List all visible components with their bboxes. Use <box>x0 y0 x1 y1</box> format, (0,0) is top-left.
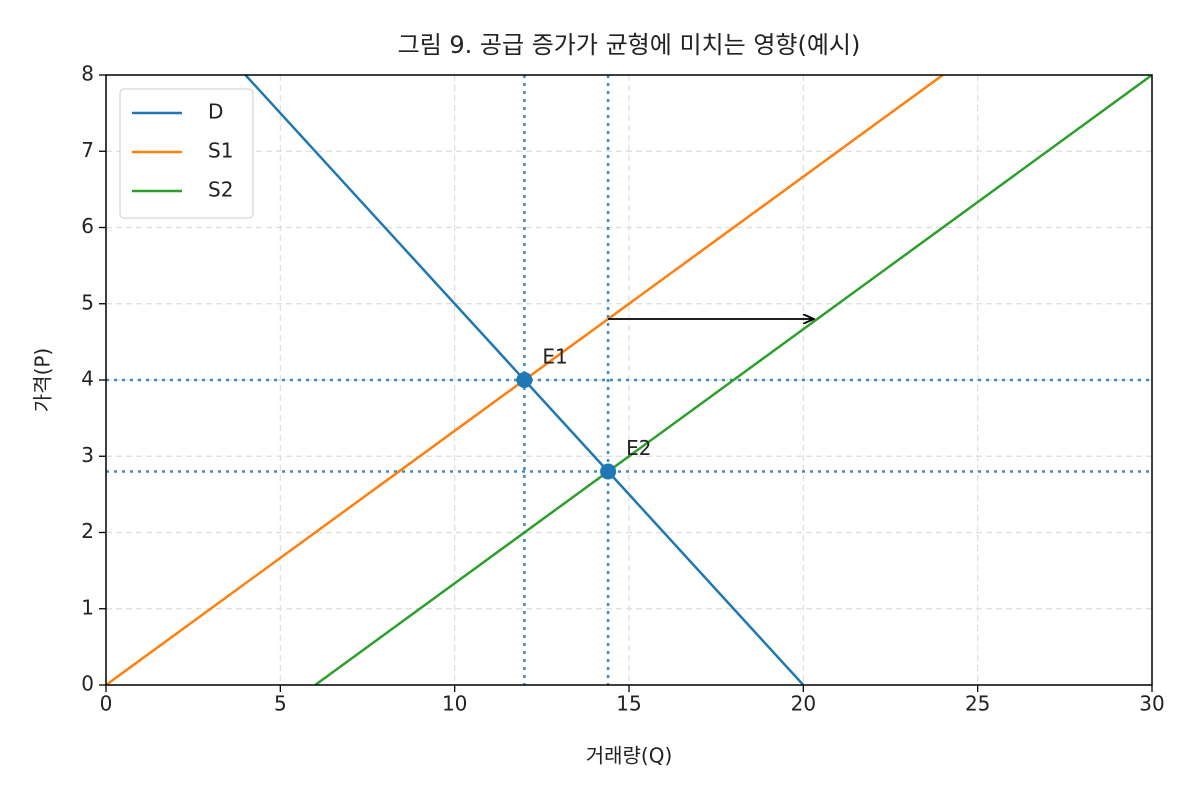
x-tick-label: 25 <box>965 692 990 716</box>
x-tick-label: 5 <box>274 692 287 716</box>
y-tick-label: 7 <box>81 138 94 162</box>
legend: D S1 S2 <box>119 88 254 219</box>
x-tick-label: 20 <box>791 692 816 716</box>
x-tick-label: 10 <box>442 692 467 716</box>
legend-label: S2 <box>208 178 233 202</box>
chart-title: 그림 9. 공급 증가가 균형에 미치는 영향(예시) <box>398 31 861 59</box>
y-tick-label: 8 <box>81 62 94 86</box>
legend-label: S1 <box>208 139 233 163</box>
y-tick-label: 4 <box>81 367 94 391</box>
y-tick-label: 0 <box>81 672 94 696</box>
x-tick-label: 0 <box>100 692 113 716</box>
legend-label: D <box>208 100 223 124</box>
y-tick-label: 6 <box>81 214 94 238</box>
point-label: E1 <box>542 345 567 369</box>
equilibrium-point <box>600 463 617 480</box>
ticks: 0 5 10 15 20 25 30 0 1 2 3 4 5 6 7 8 <box>81 62 1164 716</box>
y-tick-label: 5 <box>81 290 94 314</box>
y-tick-label: 2 <box>81 519 94 543</box>
y-tick-label: 3 <box>81 443 94 467</box>
y-axis-label: 가격(P) <box>31 348 55 412</box>
legend-box <box>119 88 254 219</box>
x-tick-label: 15 <box>616 692 641 716</box>
x-tick-label: 30 <box>1139 692 1164 716</box>
y-tick-label: 1 <box>81 595 94 619</box>
equilibrium-point <box>516 372 533 388</box>
point-label: E2 <box>626 436 651 460</box>
series-line <box>314 75 1152 685</box>
x-axis-label: 거래량(Q) <box>586 744 673 768</box>
